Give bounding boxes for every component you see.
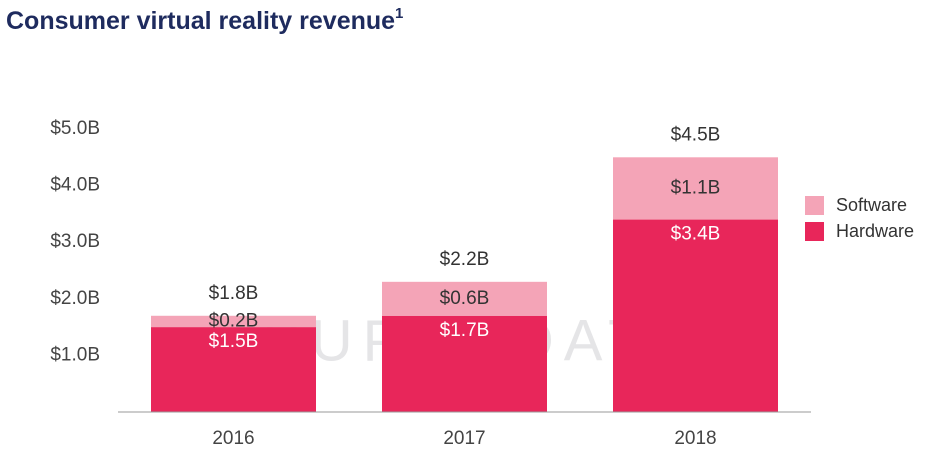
y-tick-label: $3.0B xyxy=(50,231,100,252)
bar-segment xyxy=(151,327,316,412)
chart-title: Consumer virtual reality revenue1 xyxy=(6,5,403,35)
title-footnote: 1 xyxy=(395,5,403,22)
bar-segment xyxy=(382,315,547,412)
total-label: $1.8B xyxy=(209,283,259,304)
y-tick-label: $1.0B xyxy=(50,344,100,365)
bar-segment xyxy=(151,315,316,328)
bar-segment xyxy=(382,281,547,316)
legend-label: Hardware xyxy=(836,221,914,241)
value-label: $1.5B xyxy=(209,331,259,352)
legend-swatch xyxy=(805,222,824,241)
total-label: $4.5B xyxy=(671,124,721,145)
y-tick-label: $4.0B xyxy=(50,175,100,196)
bar-segment xyxy=(613,157,778,220)
x-tick-label: 2016 xyxy=(212,428,254,449)
x-tick-label: 2018 xyxy=(674,428,716,449)
title-text: Consumer virtual reality revenue xyxy=(6,7,395,35)
total-label: $2.2B xyxy=(440,249,490,270)
legend-label: Software xyxy=(836,195,907,215)
y-tick-label: $2.0B xyxy=(50,288,100,309)
value-label: $0.6B xyxy=(440,288,490,309)
bar-segment xyxy=(613,219,778,412)
legend-swatch xyxy=(805,196,824,215)
value-label: $3.4B xyxy=(671,224,721,245)
value-label: $1.7B xyxy=(440,320,490,341)
value-label: $1.1B xyxy=(671,177,721,198)
value-label: $0.2B xyxy=(209,310,259,331)
y-tick-label: $5.0B xyxy=(50,118,100,139)
x-tick-label: 2017 xyxy=(443,428,485,449)
